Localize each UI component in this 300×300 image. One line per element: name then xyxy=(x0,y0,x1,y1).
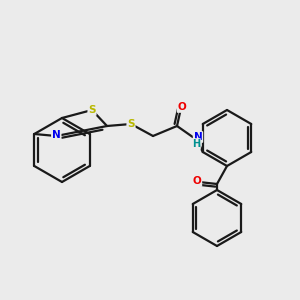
Text: S: S xyxy=(88,105,96,115)
Text: O: O xyxy=(178,102,186,112)
Text: N: N xyxy=(52,130,61,140)
Text: O: O xyxy=(193,176,201,186)
Text: N: N xyxy=(194,132,202,142)
Text: S: S xyxy=(127,119,135,129)
Text: H: H xyxy=(192,139,200,149)
